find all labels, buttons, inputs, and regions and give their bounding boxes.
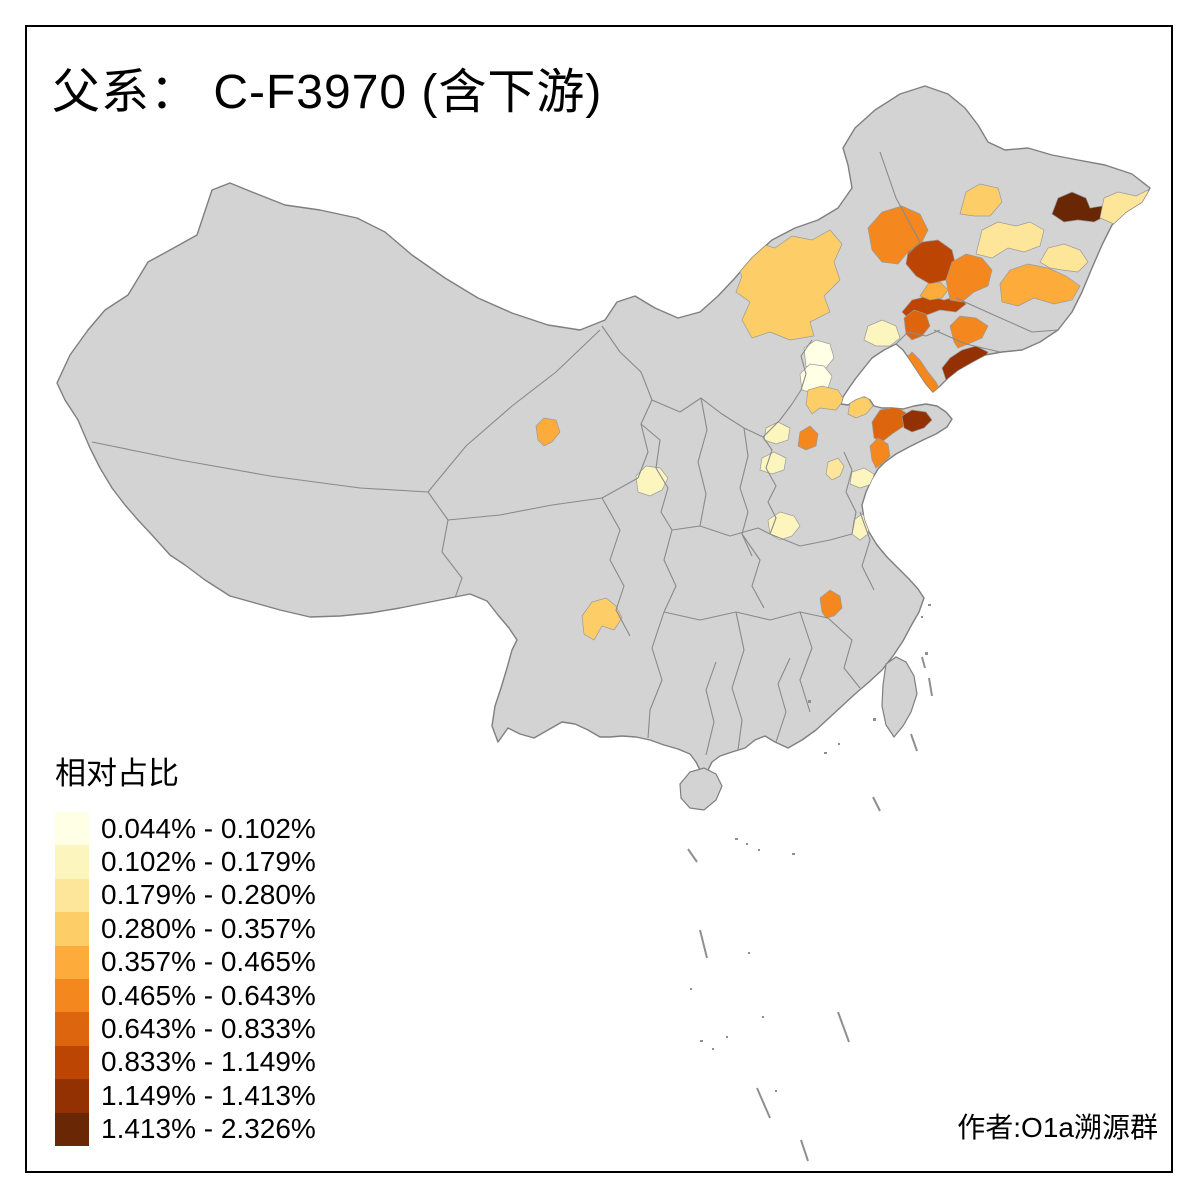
legend-item: 0.102% - 0.179% <box>55 845 316 879</box>
legend-rows: 0.044% - 0.102% 0.102% - 0.179% 0.179% - 0… <box>55 812 316 1146</box>
legend-label: 0.102% - 0.179% <box>101 846 316 878</box>
legend-item: 0.357% - 0.465% <box>55 945 316 979</box>
map-region <box>975 221 1045 259</box>
legend-swatch <box>55 912 89 946</box>
map-region <box>581 597 623 641</box>
legend-title: 相对占比 <box>55 756 179 791</box>
legend-item: 0.179% - 0.280% <box>55 878 316 913</box>
legend-label: 1.413% - 2.326% <box>101 1113 316 1145</box>
legend-item: 0.465% - 0.643% <box>55 978 316 1013</box>
legend-swatch <box>55 1045 89 1080</box>
taiwan-island <box>881 656 918 739</box>
islands <box>679 656 918 811</box>
legend-item: 0.044% - 0.102% <box>55 812 316 846</box>
map-region <box>959 183 1003 217</box>
legend-swatch <box>55 812 89 846</box>
map-region <box>999 263 1081 307</box>
legend-swatch <box>55 845 89 879</box>
map-region <box>869 437 891 469</box>
legend: 相对占比 0.044% - 0.102% 0.102% - 0.179% 0.179… <box>55 748 316 1146</box>
legend-label: 0.833% - 1.149% <box>101 1046 316 1078</box>
map-region <box>825 457 845 481</box>
legend-label: 0.044% - 0.102% <box>101 812 316 844</box>
legend-label: 0.465% - 0.643% <box>101 979 316 1011</box>
map-region <box>1107 227 1149 265</box>
hainan-island <box>679 767 723 811</box>
legend-label: 0.643% - 0.833% <box>101 1013 316 1045</box>
map-region <box>1051 191 1107 223</box>
legend-label: 1.149% - 1.413% <box>101 1079 316 1111</box>
legend-swatch <box>55 978 89 1013</box>
page-title: 父系： C-F3970 (含下游) <box>52 66 603 119</box>
map-region <box>1039 243 1089 273</box>
legend-item: 1.149% - 1.413% <box>55 1079 316 1113</box>
map-region <box>1087 275 1139 309</box>
province-borders <box>91 151 1059 756</box>
legend-swatch <box>55 878 89 913</box>
legend-label: 0.280% - 0.357% <box>101 912 316 944</box>
legend-swatch <box>55 1112 89 1146</box>
map-region <box>863 319 901 347</box>
map-region <box>797 425 819 451</box>
legend-swatch <box>55 1012 89 1046</box>
islets <box>690 604 931 1092</box>
map-region <box>535 417 561 447</box>
map-region <box>945 253 993 303</box>
sea-boundary-dashes <box>687 656 933 1162</box>
map-region <box>763 421 791 445</box>
legend-item: 1.413% - 2.326% <box>55 1112 316 1146</box>
map-region <box>901 409 933 433</box>
map-region <box>949 315 989 349</box>
legend-swatch <box>55 1079 89 1113</box>
legend-label: 0.179% - 0.280% <box>101 879 316 911</box>
legend-item: 0.833% - 1.149% <box>55 1045 316 1080</box>
map-region <box>635 465 669 497</box>
attribution-text: 作者:O1a溯源群 <box>957 1112 1158 1143</box>
map-region <box>734 229 843 341</box>
china-mainland-shape <box>56 85 1151 777</box>
legend-swatch <box>55 945 89 979</box>
legend-label: 0.357% - 0.465% <box>101 946 316 978</box>
legend-item: 0.643% - 0.833% <box>55 1012 316 1046</box>
legend-item: 0.280% - 0.357% <box>55 912 316 946</box>
